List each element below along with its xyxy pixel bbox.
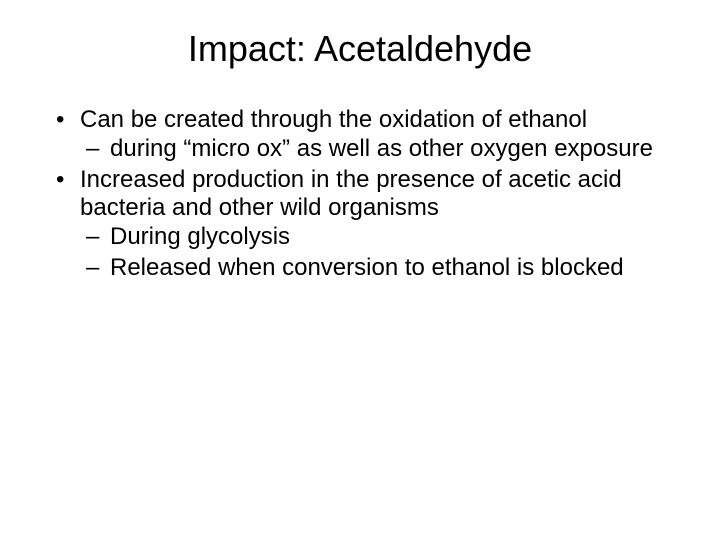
slide: Impact: Acetaldehyde Can be created thro… [0,0,720,540]
list-item: During glycolysis [80,223,670,252]
list-item: during “micro ox” as well as other oxyge… [80,135,670,164]
bullet-text: during “micro ox” as well as other oxyge… [110,135,653,162]
bullet-text: Increased production in the presence of … [80,166,622,222]
slide-title: Impact: Acetaldehyde [50,28,670,70]
list-item: Can be created through the oxidation of … [50,106,670,164]
bullet-list: Can be created through the oxidation of … [50,106,670,283]
sub-list: during “micro ox” as well as other oxyge… [80,135,670,164]
bullet-text: During glycolysis [110,223,290,250]
bullet-text: Can be created through the oxidation of … [80,106,587,133]
list-item: Increased production in the presence of … [50,166,670,283]
bullet-text: Released when conversion to ethanol is b… [110,254,624,281]
list-item: Released when conversion to ethanol is b… [80,254,670,283]
sub-list: During glycolysis Released when conversi… [80,223,670,283]
